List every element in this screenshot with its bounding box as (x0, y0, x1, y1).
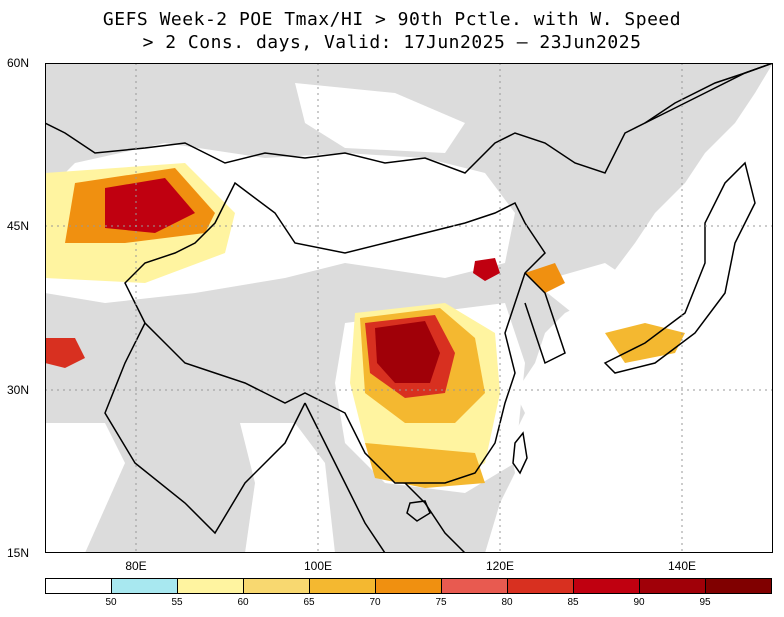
taiwan-coast (512, 431, 528, 475)
japan-coast (603, 161, 756, 374)
map-title-line-1: GEFS Week-2 POE Tmax/HI > 90th Pctle. wi… (102, 9, 682, 30)
central-china-shading-darkred (375, 321, 440, 383)
colorbar-label-80: 80 (501, 597, 513, 608)
lon-label-140e: 140E (667, 559, 697, 573)
lat-label-60n: 60N (7, 56, 30, 70)
colorbar-box-5 (376, 579, 442, 593)
colorbar-label-90: 90 (633, 597, 645, 608)
china-border (124, 181, 546, 484)
colorbar-box-4 (310, 579, 376, 593)
india-border (104, 322, 306, 535)
lat-label-30n: 30N (7, 383, 30, 397)
south-china-hotspot (365, 443, 485, 488)
lat-label-45n: 45N (7, 219, 30, 233)
siberia-low-prob (295, 83, 465, 153)
korea-coast (524, 272, 566, 365)
beijing-hotspot (473, 258, 500, 281)
probability-map (45, 63, 773, 553)
kamchatka-coast (644, 63, 773, 124)
lat-label-15n: 15N (7, 546, 30, 560)
colorbar-box-8 (574, 579, 640, 593)
colorbar-box-3 (244, 579, 310, 593)
lon-label-100e: 100E (303, 559, 333, 573)
colorbar-label-60: 60 (237, 597, 249, 608)
colorbar-box-9 (640, 579, 706, 593)
map-frame (45, 63, 773, 553)
colorbar-box-0 (46, 579, 112, 593)
arabian-sea (45, 423, 125, 553)
colorbar-label-95: 95 (699, 597, 711, 608)
west-asia-shading-red (105, 178, 195, 233)
colorbar-label-55: 55 (171, 597, 183, 608)
map-title-line-2: > 2 Cons. days, Valid: 17Jun2025 – 23Jun… (142, 32, 642, 53)
colorbar-box-1 (112, 579, 178, 593)
colorbar-box-7 (508, 579, 574, 593)
colorbar-label-65: 65 (303, 597, 315, 608)
colorbar (45, 578, 772, 594)
colorbar-box-6 (442, 579, 508, 593)
colorbar-label-75: 75 (435, 597, 447, 608)
bay-of-bengal (240, 423, 335, 553)
colorbar-label-50: 50 (105, 597, 117, 608)
lon-label-80e: 80E (125, 559, 147, 573)
colorbar-box-2 (178, 579, 244, 593)
colorbar-label-85: 85 (567, 597, 579, 608)
gridlines (45, 63, 773, 553)
colorbar-label-70: 70 (369, 597, 381, 608)
pakistan-hotspot (45, 338, 85, 368)
korea-hotspot (525, 263, 565, 293)
colorbar-box-10 (706, 579, 771, 593)
lon-label-120e: 120E (485, 559, 515, 573)
hainan-coast (406, 500, 431, 522)
